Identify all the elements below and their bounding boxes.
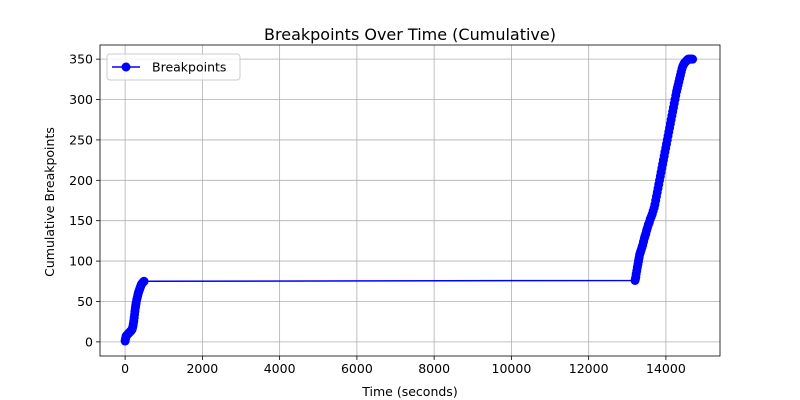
y-tick-label: 200 — [69, 173, 93, 188]
y-tick-label: 50 — [77, 294, 93, 309]
legend-box — [106, 53, 241, 81]
y-tick-label: 350 — [69, 52, 93, 67]
y-tick-label: 100 — [69, 254, 93, 269]
x-tick-label: 8000 — [418, 361, 450, 376]
series-layer — [120, 54, 698, 346]
y-tick-label: 300 — [69, 92, 93, 107]
chart-title: Breakpoints Over Time (Cumulative) — [264, 25, 556, 44]
data-point — [688, 54, 698, 64]
x-tick-label: 2000 — [186, 361, 218, 376]
x-tick-label: 12000 — [569, 361, 609, 376]
x-tick-label: 10000 — [492, 361, 532, 376]
legend-marker-sample — [121, 62, 131, 72]
x-tick-label: 0 — [121, 361, 129, 376]
x-tick-label: 6000 — [341, 361, 373, 376]
x-tick-label: 4000 — [264, 361, 296, 376]
legend-label-breakpoints: Breakpoints — [152, 60, 226, 75]
grid — [100, 45, 720, 356]
y-tick-label: 0 — [85, 334, 93, 349]
x-axis-label: Time (seconds) — [361, 384, 457, 399]
y-tick-label: 150 — [69, 213, 93, 228]
data-point — [139, 276, 149, 286]
ticks: 0 2000 4000 6000 8000 10000 12000 14000 0 50 100 15… — [69, 52, 686, 376]
plot-frame — [99, 44, 721, 357]
x-tick-label: 14000 — [646, 361, 686, 376]
series-line-breakpoints — [124, 58, 693, 342]
y-axis-label: Cumulative Breakpoints — [42, 127, 57, 277]
legend: Breakpoints — [106, 53, 241, 81]
y-tick-label: 250 — [69, 132, 93, 147]
